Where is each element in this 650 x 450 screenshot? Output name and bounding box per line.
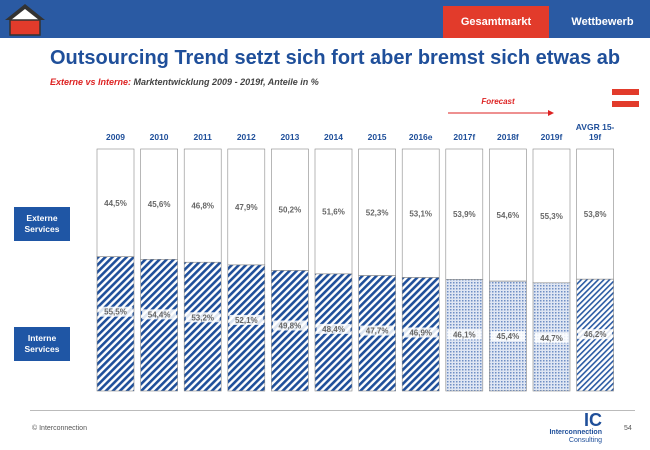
stacked-bar-chart: Forecast 2009 44,5% 55,5% 2010 45,6% 54,4% 201… bbox=[96, 97, 615, 392]
data-label-bg bbox=[185, 312, 220, 323]
data-label-externe: 54,6% bbox=[497, 211, 520, 220]
data-label-externe: 44,5% bbox=[104, 199, 127, 208]
data-label-interne: 48,4% bbox=[322, 325, 345, 334]
data-label-externe: 52,3% bbox=[366, 208, 389, 217]
bars-group: 2009 44,5% 55,5% 2010 45,6% 54,4% 2011 46,8% 53,… bbox=[96, 122, 615, 392]
data-label-bg bbox=[447, 329, 482, 340]
category-label: 2015 bbox=[368, 132, 387, 142]
data-label-externe: 45,6% bbox=[148, 200, 171, 209]
category-label: AVGR 15-19f bbox=[576, 122, 615, 142]
data-label-externe: 50,2% bbox=[279, 206, 302, 215]
bar-interne bbox=[140, 259, 178, 392]
data-label-interne: 46,2% bbox=[584, 330, 607, 339]
bar-externe bbox=[358, 148, 396, 276]
logo-mark: IC bbox=[584, 410, 602, 430]
category-label: 2012 bbox=[237, 132, 256, 142]
data-label-interne: 47,7% bbox=[366, 327, 389, 336]
bar-interne bbox=[227, 264, 266, 392]
externe-services-label: Externe Services bbox=[14, 207, 70, 241]
data-label-externe: 53,8% bbox=[584, 210, 607, 219]
house-logo-icon bbox=[2, 1, 48, 37]
logo-name: Interconnection bbox=[549, 429, 602, 436]
bar-externe bbox=[183, 148, 222, 263]
bar-externe bbox=[96, 148, 135, 257]
bar-externe bbox=[271, 148, 309, 271]
category-label: 2009 bbox=[106, 132, 125, 142]
subtitle-text: Marktentwicklung 2009 - 2019f, Anteile i… bbox=[131, 77, 319, 87]
data-label-interne: 44,7% bbox=[540, 334, 563, 343]
data-label-interne: 46,9% bbox=[409, 329, 432, 338]
page-number: 54 bbox=[624, 425, 632, 432]
data-label-externe: 47,9% bbox=[235, 203, 258, 212]
data-label-bg bbox=[490, 331, 525, 342]
bar-interne bbox=[96, 256, 135, 392]
data-label-externe: 53,1% bbox=[409, 209, 432, 218]
data-label-bg bbox=[98, 306, 133, 317]
bar-externe bbox=[445, 148, 484, 280]
bar-externe bbox=[314, 148, 353, 275]
data-label-externe: 53,9% bbox=[453, 210, 476, 219]
bar-externe bbox=[532, 148, 571, 284]
data-label-bg bbox=[578, 329, 613, 340]
data-label-interne: 45,4% bbox=[497, 332, 520, 341]
category-label: 2010 bbox=[150, 132, 169, 142]
data-label-bg bbox=[142, 309, 177, 320]
category-label: 2014 bbox=[324, 132, 343, 142]
category-label: 2013 bbox=[280, 132, 299, 142]
footer-divider bbox=[30, 410, 635, 411]
austria-flag-icon bbox=[612, 89, 639, 107]
data-label-bg bbox=[229, 314, 264, 325]
category-label: 2017f bbox=[453, 132, 475, 142]
category-label: 2011 bbox=[193, 132, 212, 142]
data-label-interne: 54,4% bbox=[148, 310, 171, 319]
data-label-bg bbox=[316, 323, 351, 334]
category-label: 2018f bbox=[497, 132, 519, 142]
bar-externe bbox=[227, 148, 266, 266]
data-label-externe: 51,6% bbox=[322, 207, 345, 216]
category-label: 2016e bbox=[409, 132, 433, 142]
bar-interne bbox=[183, 261, 222, 392]
data-label-interne: 46,1% bbox=[453, 330, 476, 339]
data-label-bg bbox=[534, 332, 569, 343]
data-label-interne: 53,2% bbox=[191, 313, 214, 322]
data-label-bg bbox=[360, 325, 395, 336]
bar-externe bbox=[489, 148, 527, 282]
interconnection-logo: IC Interconnection Consulting bbox=[540, 411, 602, 449]
forecast-label: Forecast bbox=[481, 97, 515, 106]
data-label-bg bbox=[403, 327, 438, 338]
bar-externe bbox=[401, 148, 440, 278]
data-label-bg bbox=[272, 320, 307, 331]
data-label-externe: 55,3% bbox=[540, 212, 563, 221]
interne-services-label: Interne Services bbox=[14, 327, 70, 361]
bar-interne bbox=[271, 270, 309, 392]
data-label-externe: 46,8% bbox=[191, 202, 214, 211]
data-label-interne: 55,5% bbox=[104, 308, 127, 317]
tab-gesamtmarkt[interactable]: Gesamtmarkt bbox=[443, 6, 549, 38]
data-label-interne: 52,1% bbox=[235, 316, 258, 325]
subtitle-emphasis: Externe vs Interne: bbox=[50, 77, 132, 87]
slide-subtitle: Externe vs Interne: Marktentwicklung 200… bbox=[50, 77, 319, 87]
copyright-text: © Interconnection bbox=[32, 425, 87, 432]
logo-sub: Consulting bbox=[568, 437, 602, 444]
category-label: 2019f bbox=[541, 132, 563, 142]
data-label-interne: 49,8% bbox=[279, 321, 302, 330]
slide-title: Outsourcing Trend setzt sich fort aber b… bbox=[50, 47, 621, 69]
tab-wettbewerb[interactable]: Wettbewerb bbox=[571, 16, 634, 28]
